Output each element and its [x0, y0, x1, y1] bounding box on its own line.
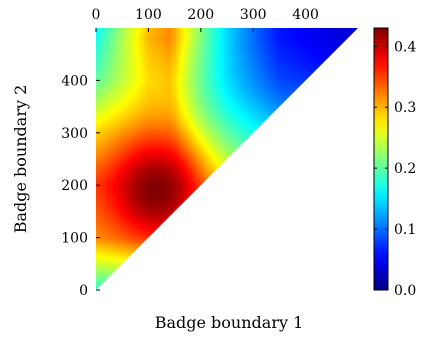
colorbar-tick-label: 0.2: [394, 161, 416, 177]
y-tick-label: 300: [61, 126, 88, 142]
x-axis-label: Badge boundary 1: [155, 313, 304, 332]
y-tick-label: 200: [61, 178, 88, 194]
y-tick-label: 400: [61, 73, 88, 89]
colorbar-ticks: 0.0 0.1 0.2 0.3 0.4: [374, 39, 416, 299]
x-axis-ticks: 0 100 200 300 400: [92, 7, 319, 32]
x-tick-label: 200: [187, 7, 214, 23]
x-tick-label: 300: [240, 7, 267, 23]
x-tick-label: 100: [135, 7, 162, 23]
heatmap-image: [96, 28, 358, 290]
colorbar-tick-label: 0.3: [394, 100, 416, 116]
heatmap-plot-area: [96, 28, 358, 290]
y-axis-ticks: 0 100 200 300 400: [61, 73, 100, 299]
colorbar: [373, 27, 389, 291]
y-tick-label: 100: [61, 231, 88, 247]
y-tick-label: 0: [79, 283, 88, 299]
x-tick-label: 400: [292, 7, 319, 23]
colorbar-tick-label: 0.0: [394, 283, 416, 299]
y-axis-label: Badge boundary 2: [11, 85, 30, 234]
colorbar-tick-label: 0.1: [394, 222, 416, 238]
x-tick-label: 0: [92, 7, 101, 23]
colorbar-tick-label: 0.4: [394, 39, 416, 55]
